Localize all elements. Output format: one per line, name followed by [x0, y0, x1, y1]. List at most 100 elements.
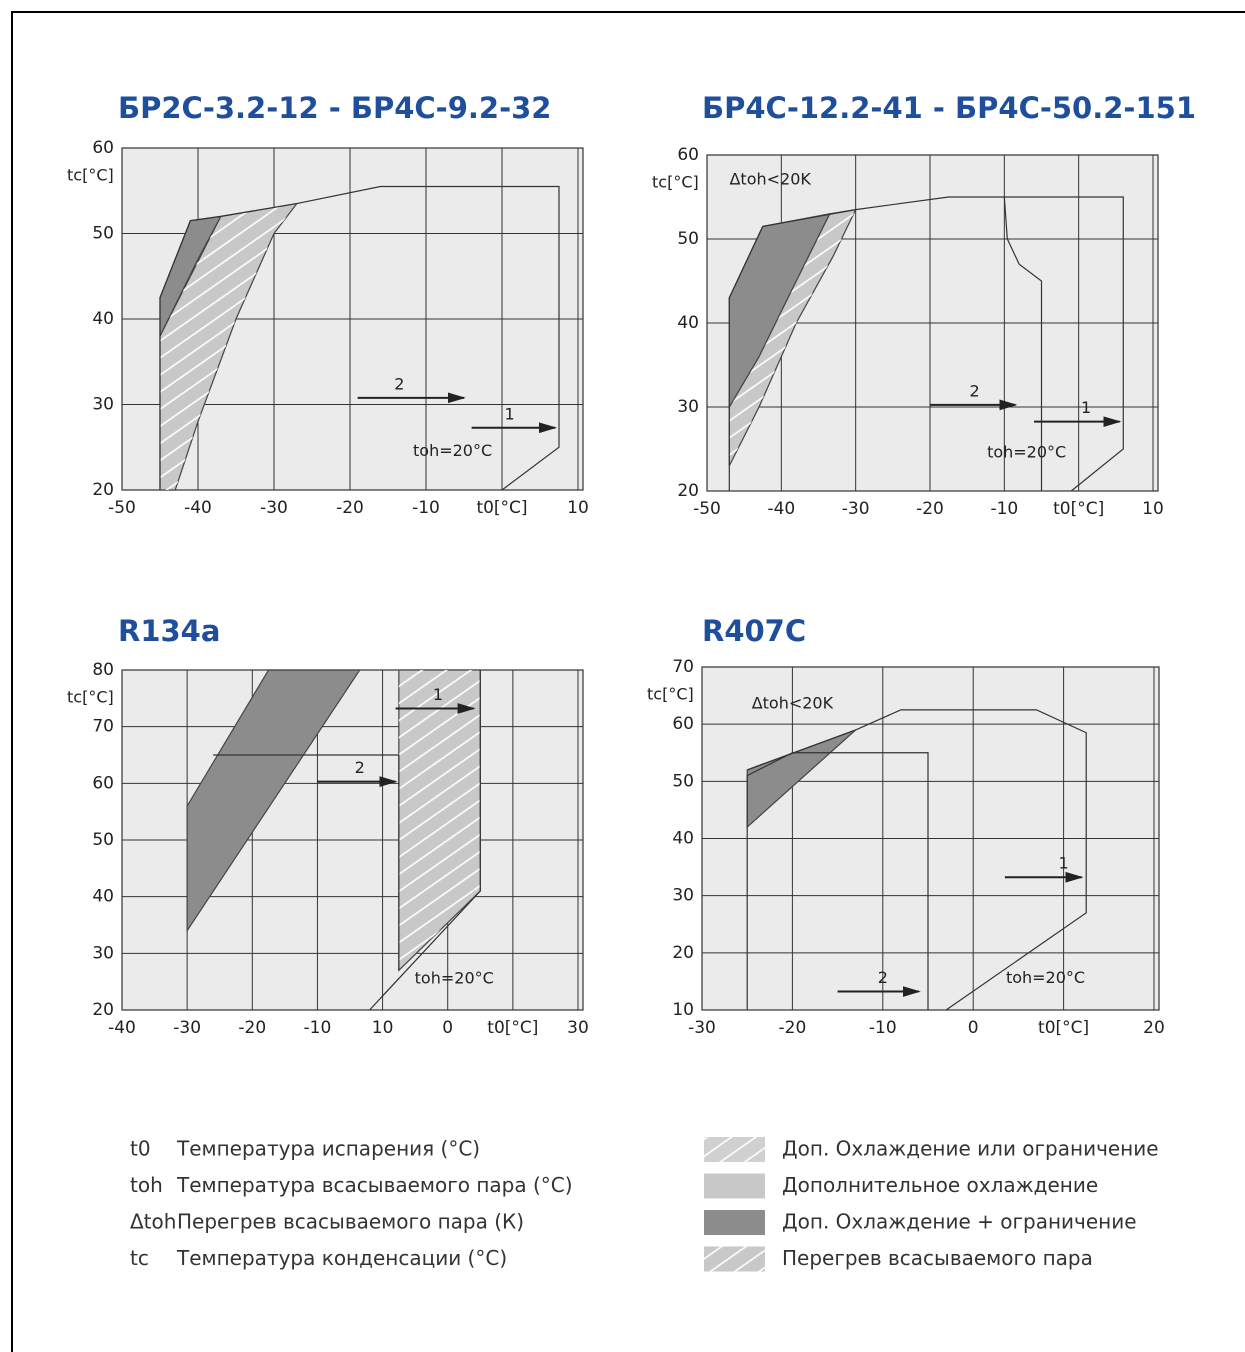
legend-symbol: tc [130, 1246, 149, 1270]
x-tick-label: t0[°C] [1038, 1018, 1089, 1038]
chart-title: БР4С-12.2-41 - БР4С-50.2-151 [702, 91, 1196, 125]
envelope-line [213, 754, 400, 971]
y-tick-label: 40 [92, 309, 114, 329]
x-tick-label: 20 [1143, 1018, 1165, 1038]
x-tick-label: -40 [108, 1018, 136, 1038]
y-tick-label: 40 [677, 313, 699, 333]
legend-text: Температура конденсации (°C) [176, 1246, 507, 1270]
annotation: Δtoh<20K [729, 170, 811, 189]
x-tick-label: -30 [260, 498, 288, 518]
annotation: 1 [433, 685, 443, 704]
x-tick-label: t0[°C] [476, 498, 527, 518]
envelope-line [159, 185, 560, 491]
y-tick-label: 80 [92, 660, 114, 680]
x-tick-label: -30 [842, 499, 870, 519]
y-axis-label: tc[°C] [67, 166, 114, 185]
y-tick-label: 30 [92, 943, 114, 963]
y-tick-label: 60 [672, 714, 694, 734]
y-tick-label: 40 [92, 887, 114, 907]
y-tick-label: 50 [677, 229, 699, 249]
legend-swatch [704, 1173, 765, 1199]
annotation: Δtoh<20K [752, 694, 834, 713]
hatch-overlay [398, 670, 481, 971]
envelope-area [186, 669, 361, 933]
y-tick-label: 60 [677, 145, 699, 165]
legend-text: Перегрев всасываемого пара [782, 1246, 1093, 1270]
x-tick-label: 10 [1142, 499, 1164, 519]
x-tick-label: -30 [173, 1018, 201, 1038]
y-tick-label: 50 [672, 771, 694, 791]
envelope-line [728, 196, 1124, 492]
y-axis-label: tc[°C] [67, 688, 114, 707]
x-tick-label: -20 [779, 1018, 807, 1038]
legend-text: Температура испарения (°C) [176, 1137, 480, 1161]
x-tick-label: -10 [990, 499, 1018, 519]
annotation: 2 [878, 968, 888, 987]
annotation: 2 [970, 381, 980, 400]
legend-swatch [704, 1210, 765, 1235]
envelope-line [746, 752, 929, 1010]
legend-hatch [704, 1246, 765, 1272]
annotation: 2 [355, 758, 365, 777]
annotation: 1 [505, 404, 515, 423]
envelope-line [1003, 196, 1043, 491]
envelope-line [369, 670, 481, 1011]
y-tick-label: 30 [672, 886, 694, 906]
y-axis-label: tc[°C] [647, 685, 694, 704]
y-tick-label: 60 [92, 773, 114, 793]
x-tick-label: -10 [304, 1018, 332, 1038]
x-tick-label: 10 [372, 1018, 394, 1038]
hatch-overlay [729, 209, 856, 466]
y-tick-label: 30 [92, 395, 114, 415]
annotation: toh=20°C [1006, 968, 1085, 987]
x-tick-label: -10 [869, 1018, 897, 1038]
x-tick-label: -50 [108, 498, 136, 518]
annotation: 1 [1059, 854, 1069, 873]
y-tick-label: 60 [92, 138, 114, 158]
legend-text: Перегрев всасываемого пара (К) [177, 1210, 524, 1234]
x-tick-label: -20 [336, 498, 364, 518]
x-tick-label: -20 [238, 1018, 266, 1038]
x-tick-label: -20 [916, 499, 944, 519]
annotation: toh=20°C [987, 443, 1066, 462]
annotation: toh=20°C [415, 968, 494, 987]
legend-symbol: toh [130, 1173, 163, 1197]
page-frame [11, 11, 1245, 1352]
chart-title: БР2С-3.2-12 - БР4С-9.2-32 [118, 91, 551, 125]
y-tick-label: 70 [92, 717, 114, 737]
legend-symbol: t0 [130, 1137, 151, 1161]
chart-title: R407C [702, 614, 806, 648]
legend-hatch [704, 1137, 765, 1162]
legend-text: Доп. Охлаждение или ограничение [782, 1137, 1159, 1161]
x-tick-label: 10 [567, 498, 589, 518]
hatch-overlay [160, 203, 297, 490]
x-tick-label: 30 [567, 1018, 589, 1038]
y-tick-label: 20 [677, 481, 699, 501]
y-tick-label: 70 [672, 657, 694, 677]
x-tick-label: -50 [693, 499, 721, 519]
x-tick-label: 0 [442, 1018, 453, 1038]
y-tick-label: 50 [92, 830, 114, 850]
x-tick-label: t0[°C] [487, 1018, 538, 1038]
x-tick-label: -30 [688, 1018, 716, 1038]
y-tick-label: 10 [672, 1000, 694, 1020]
legend-text: Дополнительное охлаждение [782, 1173, 1098, 1197]
annotation: 1 [1081, 398, 1091, 417]
legend-text: Доп. Охлаждение + ограничение [782, 1210, 1137, 1234]
chart-title: R134a [118, 614, 220, 648]
y-tick-label: 30 [677, 397, 699, 417]
legend-text: Температура всасываемого пара (°C) [176, 1173, 573, 1197]
legend-symbol: Δtoh [130, 1210, 176, 1234]
y-tick-label: 40 [672, 829, 694, 849]
y-tick-label: 20 [92, 1000, 114, 1020]
y-tick-label: 20 [92, 480, 114, 500]
x-tick-label: 0 [968, 1018, 979, 1038]
y-tick-label: 50 [92, 224, 114, 244]
annotation: 2 [394, 374, 404, 393]
x-tick-label: -40 [184, 498, 212, 518]
x-tick-label: -10 [412, 498, 440, 518]
y-axis-label: tc[°C] [652, 173, 699, 192]
x-tick-label: t0[°C] [1053, 499, 1104, 519]
annotation: toh=20°C [413, 441, 492, 460]
